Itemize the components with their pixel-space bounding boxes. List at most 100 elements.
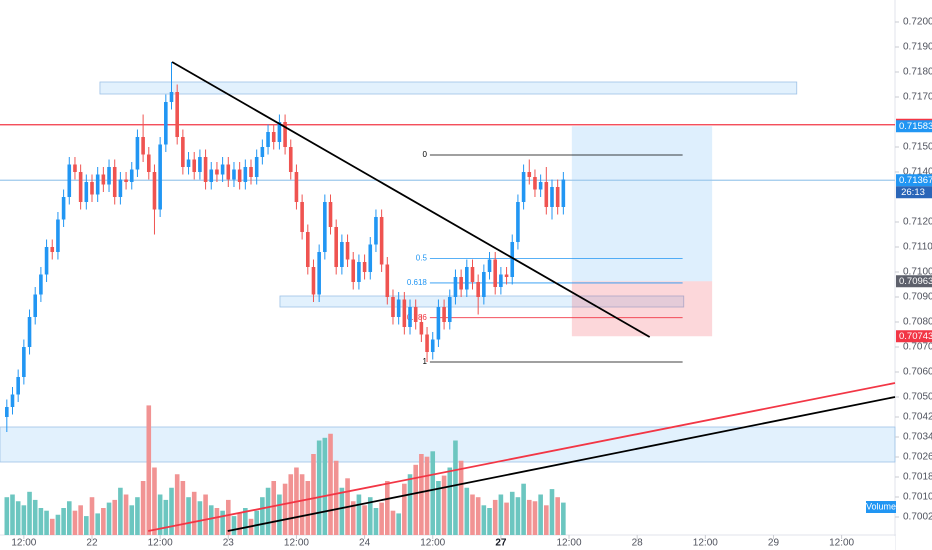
trend-line — [227, 396, 896, 532]
candle-body — [425, 334, 429, 352]
volume-bar — [277, 494, 282, 535]
volume-bar — [544, 505, 549, 535]
candle-body — [112, 167, 117, 197]
x-tick-label: 12:00 — [693, 538, 718, 549]
volume-bar — [220, 510, 225, 535]
x-tick-label: 12:00 — [11, 538, 36, 549]
candle-body — [465, 267, 469, 290]
candle-body — [396, 299, 401, 317]
volume-bar — [282, 483, 288, 535]
candle-body — [413, 307, 418, 322]
volume-bar — [561, 502, 566, 535]
volume-bar — [515, 497, 521, 535]
candle-body — [555, 187, 560, 207]
volume-bar — [21, 505, 27, 535]
volume-bar — [458, 460, 464, 535]
volume-bar — [265, 487, 271, 535]
volume-bar — [180, 481, 186, 535]
volume-bar — [333, 460, 339, 535]
candle-body — [27, 317, 32, 347]
candle-body — [158, 144, 162, 210]
candle-body — [345, 242, 350, 260]
candle-body — [271, 132, 276, 142]
volume-bar — [470, 494, 475, 535]
candle-body — [550, 187, 554, 207]
candle-body — [493, 259, 498, 287]
candle-body — [510, 242, 515, 277]
volume-bar — [32, 499, 38, 535]
candle-body — [215, 169, 219, 175]
candle-body — [527, 172, 532, 177]
candle-body — [16, 377, 20, 395]
volume-bar — [78, 505, 83, 535]
volume-bar — [509, 491, 515, 535]
volume-bar — [441, 475, 447, 535]
volume-bar — [447, 467, 453, 535]
candle-body — [533, 177, 537, 190]
volume-label-box — [866, 501, 896, 513]
candle-body — [476, 282, 480, 297]
candle-body — [538, 182, 543, 190]
volume-bar — [430, 451, 436, 535]
candle-body — [430, 339, 435, 352]
candle-body — [129, 169, 134, 182]
zone — [0, 426, 896, 463]
volume-bar — [538, 494, 543, 535]
candle-body — [56, 219, 60, 252]
volume-bar — [140, 481, 146, 535]
volume-bar — [49, 518, 55, 535]
trend-line — [171, 61, 651, 338]
x-tick-label: 12:00 — [148, 538, 173, 549]
volume-bar — [288, 474, 294, 535]
volume-bar — [492, 499, 498, 535]
candle-body — [175, 92, 179, 137]
volume-bar — [436, 481, 441, 535]
volume-bar — [203, 494, 208, 535]
price-label-box — [896, 120, 932, 133]
candle-body — [118, 179, 123, 197]
candle-body — [226, 164, 231, 180]
loss-zone — [571, 281, 713, 337]
x-tick-label: 29 — [768, 538, 780, 549]
candle-body — [277, 122, 282, 142]
candle-body — [482, 272, 486, 297]
price-label-box — [896, 330, 932, 343]
candle-body — [305, 232, 310, 267]
candle-body — [90, 182, 94, 195]
volume-bar — [118, 487, 123, 535]
volume-bar — [379, 502, 384, 535]
x-tick-label: 12:00 — [284, 538, 309, 549]
candle-body — [164, 102, 168, 145]
volume-bar — [106, 502, 112, 535]
candle-body — [135, 137, 140, 170]
volume-bar — [299, 474, 305, 535]
price-label-box — [896, 174, 932, 187]
zone — [279, 295, 685, 308]
candle-body — [317, 252, 321, 295]
candle-body — [260, 147, 265, 157]
candle-body — [544, 182, 549, 207]
candle-body — [300, 202, 304, 232]
volume-bar — [373, 508, 379, 535]
volume-bar — [555, 497, 560, 535]
candle-body — [198, 157, 202, 172]
volume-bar — [532, 501, 538, 535]
volume-bar — [89, 497, 95, 535]
volume-bar — [191, 491, 197, 535]
candle-body — [50, 247, 55, 252]
candle-body — [101, 174, 106, 185]
fib-label: 0.618 — [407, 278, 428, 287]
volume-bar — [322, 437, 328, 535]
price-axis-bg — [896, 0, 932, 550]
volume-bar — [72, 510, 78, 535]
volume-bar — [305, 481, 311, 535]
volume-bar — [55, 514, 61, 535]
